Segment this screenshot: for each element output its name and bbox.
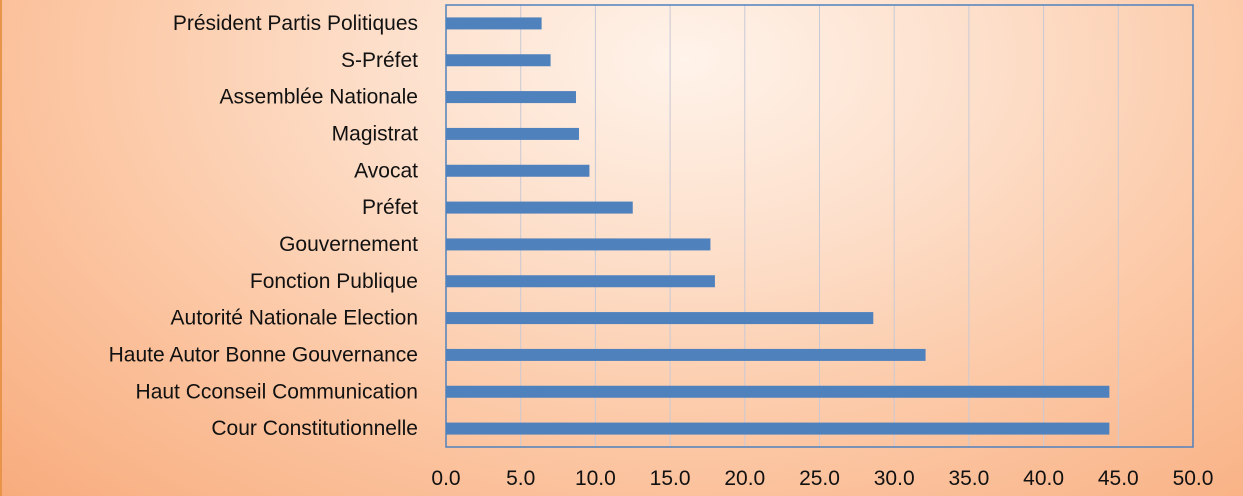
plot-area-frame [445, 4, 1194, 448]
bar [446, 127, 579, 140]
bar [446, 385, 1110, 398]
category-label: Gouvernement [279, 233, 418, 256]
category-label: Magistrat [332, 122, 419, 145]
gridlines [520, 5, 1119, 447]
category-label: Haut Cconseil Communication [136, 380, 418, 403]
category-label: Assemblée Nationale [220, 86, 418, 109]
bar [446, 348, 926, 361]
category-label: Haute Autor Bonne Gouvernance [109, 343, 418, 366]
bars [446, 17, 1110, 435]
category-label: Président Partis Politiques [173, 12, 418, 35]
category-label: Fonction Publique [250, 270, 418, 293]
x-tick-label: 10.0 [575, 467, 616, 490]
x-tick-label: 50.0 [1173, 467, 1214, 490]
bar [446, 17, 542, 30]
category-label: S-Préfet [341, 49, 418, 72]
x-tick-label: 40.0 [1023, 467, 1064, 490]
bar [446, 54, 551, 67]
bar [446, 422, 1110, 435]
bar [446, 275, 715, 288]
x-tick-label: 15.0 [650, 467, 691, 490]
category-label: Préfet [362, 196, 418, 219]
x-tick-label: 5.0 [506, 467, 535, 490]
category-label: Avocat [354, 159, 418, 182]
bar [446, 312, 874, 325]
x-tick-label: 30.0 [874, 467, 915, 490]
x-tick-label: 35.0 [948, 467, 989, 490]
x-tick-label: 45.0 [1098, 467, 1139, 490]
x-tick-label: 25.0 [799, 467, 840, 490]
x-tick-labels: 0.0 5.0 10.0 15.0 20.0 25.0 30.0 35.0 40.0 45.0 50… [431, 467, 1213, 490]
bar [446, 238, 711, 251]
bar [446, 91, 576, 104]
x-tick-label: 20.0 [724, 467, 765, 490]
bar [446, 201, 633, 214]
bar [446, 164, 590, 177]
category-labels: Président Partis Politiques S-Préfet Assem… [109, 12, 419, 440]
category-label: Autorité Nationale Election [171, 307, 418, 330]
x-tick-label: 0.0 [431, 467, 460, 490]
category-label: Cour Constitutionnelle [211, 417, 418, 440]
